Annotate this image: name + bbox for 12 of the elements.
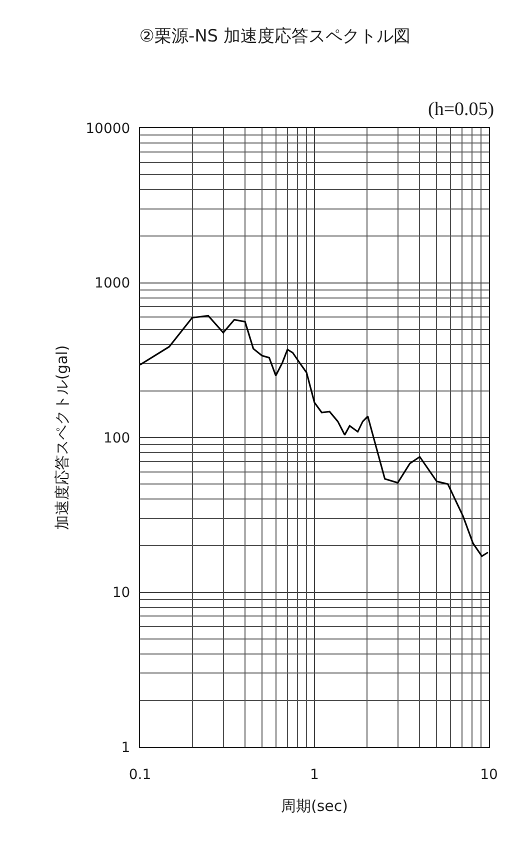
text: (h=0.05): [428, 99, 494, 120]
chart-title: ②栗源-NS 加速度応答スペクトル図: [139, 26, 411, 47]
x-tick-label: 1: [310, 766, 319, 783]
y-tick-label: 10000: [86, 120, 130, 137]
x-axis-title: 周期(sec): [281, 796, 348, 815]
x-tick-label: 0.1: [128, 766, 152, 783]
y-tick-label: 1: [121, 740, 130, 756]
x-tick-label: 10: [480, 766, 498, 783]
y-tick-label: 10: [112, 585, 130, 602]
y-tick-label: 100: [103, 430, 130, 446]
y-axis-title: 加速度応答スペクトル(gal): [52, 345, 71, 530]
y-tick-label: 1000: [94, 276, 130, 292]
